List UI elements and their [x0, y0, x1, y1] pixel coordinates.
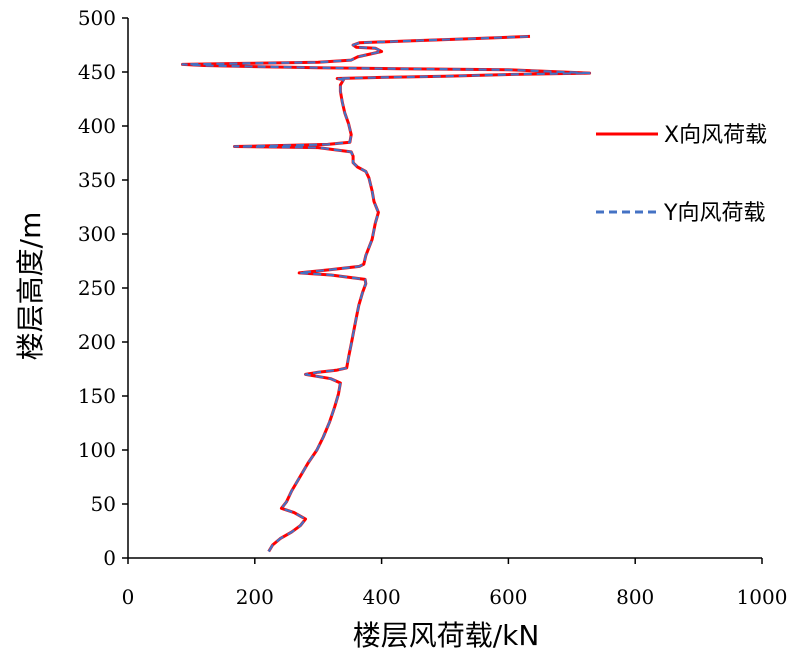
series-layer [181, 34, 592, 553]
y-tick-label: 300 [78, 222, 116, 246]
y-ticks: 0 50 100 150 200 250 300 350 400 450 500 [78, 6, 128, 570]
x-ticks: 0 200 400 600 800 1000 [122, 558, 788, 609]
y-tick-label: 100 [78, 438, 116, 462]
legend-label-x: X向风荷载 [664, 123, 767, 148]
y-tick-label: 0 [103, 546, 116, 570]
y-tick-label: 350 [78, 168, 116, 192]
axes [127, 18, 762, 559]
x-tick-label: 0 [122, 585, 135, 609]
x-tick-label: 800 [616, 585, 654, 609]
y-axis-title: 楼层高度/m [14, 212, 47, 361]
series-line-x [181, 34, 592, 553]
y-tick-label: 450 [78, 60, 116, 84]
x-tick-label: 400 [363, 585, 401, 609]
legend: X向风荷载 Y向风荷载 [596, 123, 767, 226]
y-tick-label: 200 [78, 330, 116, 354]
y-tick-label: 400 [78, 114, 116, 138]
x-tick-label: 200 [236, 585, 274, 609]
legend-label-y: Y向风荷载 [663, 201, 765, 226]
y-tick-label: 50 [91, 492, 116, 516]
y-tick-label: 500 [78, 6, 116, 30]
x-tick-label: 600 [489, 585, 527, 609]
y-tick-label: 250 [78, 276, 116, 300]
x-tick-label: 1000 [737, 585, 788, 609]
y-tick-label: 150 [78, 384, 116, 408]
x-axis-title: 楼层风荷载/kN [353, 619, 540, 652]
series-line-y [181, 35, 591, 553]
